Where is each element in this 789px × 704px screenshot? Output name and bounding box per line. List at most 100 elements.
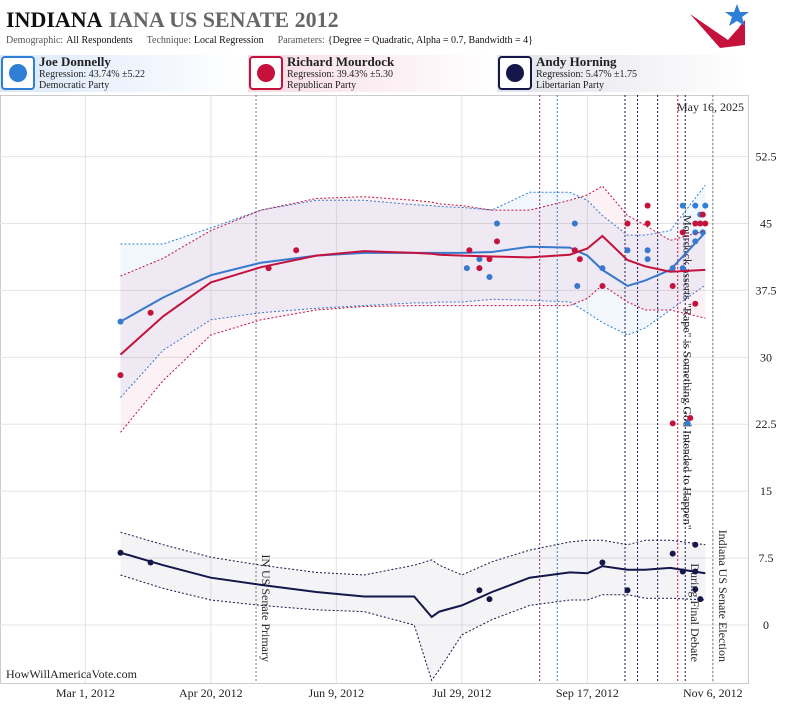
poll-point xyxy=(644,256,651,263)
logo xyxy=(690,4,749,48)
poll-point xyxy=(599,282,606,289)
poll-point xyxy=(624,247,631,254)
poll-point xyxy=(466,247,473,254)
poll-point xyxy=(679,229,686,236)
y-tick-label: 52.5 xyxy=(756,150,777,164)
poll-point xyxy=(493,220,500,227)
y-tick-label: 37.5 xyxy=(756,283,777,297)
poll-point xyxy=(702,220,709,227)
poll-point xyxy=(599,265,606,272)
poll-point xyxy=(576,256,583,263)
parameters: Demographic: All Respondents Technique: Loc… xyxy=(6,35,533,46)
title-race: IANA US SENATE 2012 xyxy=(109,7,339,32)
date-stamp: May 16, 2025 xyxy=(677,100,744,114)
event-label: Mourdock asserts "Rape" is Something God… xyxy=(681,215,695,530)
y-tick-label: 15 xyxy=(760,484,772,498)
poll-point xyxy=(493,238,500,245)
poll-point xyxy=(669,550,676,557)
event-label: Indiana US Senate Election xyxy=(716,530,730,662)
trend-line xyxy=(120,231,707,323)
poll-point xyxy=(692,586,699,593)
poll-point xyxy=(486,596,493,603)
poll-point xyxy=(293,247,300,254)
poll-point xyxy=(702,202,709,209)
card-background xyxy=(248,55,495,92)
party-icon-mark xyxy=(257,64,275,82)
band-lower xyxy=(120,284,706,398)
trend-line xyxy=(119,234,706,356)
poll-point xyxy=(486,256,493,263)
poll-point xyxy=(117,549,124,556)
candidate-regression: Regression: 43.74% ±5.22 xyxy=(39,69,145,80)
poll-point xyxy=(265,265,272,272)
y-tick-label: 30 xyxy=(760,350,772,364)
y-tick-label: 22.5 xyxy=(756,417,777,431)
card-background xyxy=(0,55,245,92)
candidate-name: Joe Donnelly xyxy=(39,54,111,69)
watermark: HowWillAmericaVote.com xyxy=(6,667,138,681)
poll-point xyxy=(571,247,578,254)
x-tick-label: Jul 29, 2012 xyxy=(432,686,491,700)
poll-point xyxy=(147,559,154,566)
poll-point xyxy=(679,265,686,272)
confidence-band xyxy=(120,532,706,681)
poll-point xyxy=(117,372,124,379)
poll-point xyxy=(687,414,694,421)
x-tick-label: Nov 6, 2012 xyxy=(683,686,743,700)
candidate-regression: Regression: 39.43% ±5.30 xyxy=(287,69,393,80)
candidate-name: Richard Mourdock xyxy=(287,54,395,69)
party-icon-mark xyxy=(506,64,524,82)
poll-point xyxy=(624,220,631,227)
band-lower xyxy=(120,284,706,433)
band-upper xyxy=(120,531,706,576)
x-tick-label: Jun 9, 2012 xyxy=(309,686,365,700)
poll-point xyxy=(571,220,578,227)
param-value: {Degree = Quadratic, Alpha = 0.7, Bandwi… xyxy=(328,35,533,46)
poll-point xyxy=(644,220,651,227)
poll-point xyxy=(476,265,483,272)
x-tick-label: Mar 1, 2012 xyxy=(56,686,115,700)
title: INDIANA IANA US SENATE 2012 xyxy=(6,7,339,32)
poll-point xyxy=(476,587,483,594)
candidate-party: Libertarian Party xyxy=(536,80,604,91)
title-state: INDIANA xyxy=(6,7,103,32)
poll-point xyxy=(669,265,676,272)
param-label: Parameters: xyxy=(278,35,325,46)
event-label: During Final Debate xyxy=(688,563,702,662)
poll-point xyxy=(463,265,470,272)
confidence-band xyxy=(120,185,706,398)
card-background xyxy=(497,55,748,92)
candidate-party: Democratic Party xyxy=(39,80,109,91)
poll-point xyxy=(574,282,581,289)
y-tick-label: 45 xyxy=(760,216,772,230)
poll-point xyxy=(669,420,676,427)
poll-point xyxy=(669,282,676,289)
plot-frame xyxy=(0,95,749,684)
poll-point xyxy=(692,202,699,209)
candidate-regression: Regression: 5.47% ±1.75 xyxy=(536,69,637,80)
y-tick-label: 7.5 xyxy=(759,551,774,565)
y-tick-label: 0 xyxy=(763,618,769,632)
x-tick-label: Sep 17, 2012 xyxy=(556,686,619,700)
param-value: Local Regression xyxy=(194,35,264,46)
poll-point xyxy=(679,568,686,575)
trend-line xyxy=(120,551,706,619)
poll-point xyxy=(692,568,699,575)
poll-point xyxy=(697,220,704,227)
poll-point xyxy=(692,300,699,307)
poll-point xyxy=(476,256,483,263)
x-tick-label: Apr 20, 2012 xyxy=(179,686,243,700)
poll-point xyxy=(699,229,706,236)
poll-point xyxy=(644,202,651,209)
param-label: Technique: xyxy=(147,35,191,46)
poll-point xyxy=(692,220,699,227)
poll-point xyxy=(644,247,651,254)
parameters-line: Demographic: All Respondents Technique: Loc… xyxy=(6,35,533,46)
confidence-band xyxy=(120,186,706,433)
band-upper xyxy=(120,184,706,245)
poll-point xyxy=(697,596,704,603)
poll-point xyxy=(599,559,606,566)
poll-point xyxy=(624,587,631,594)
poll-point xyxy=(486,274,493,281)
